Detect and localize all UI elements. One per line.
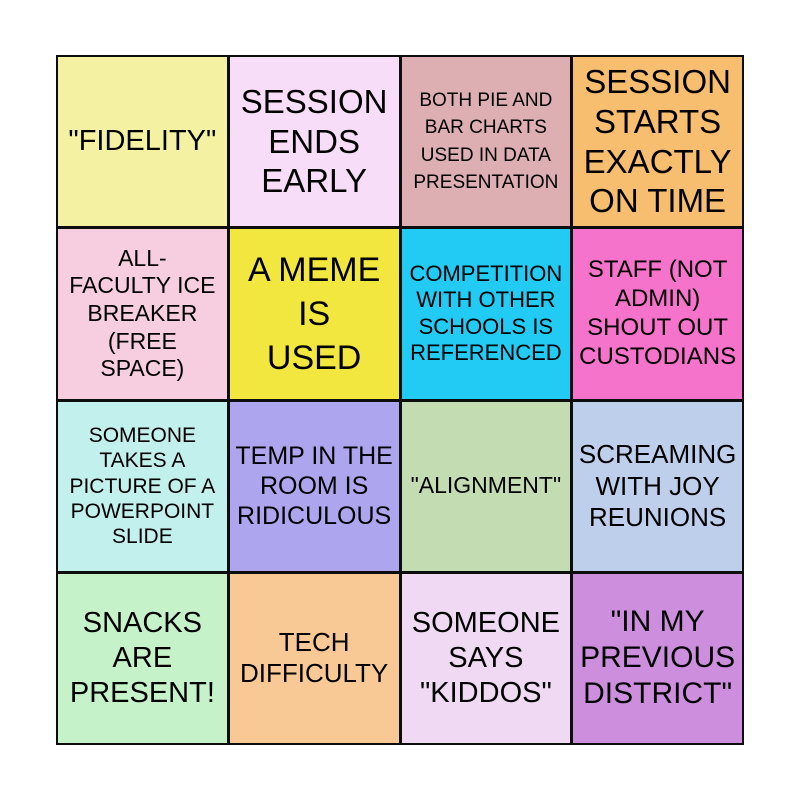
cell-label: "IN MY PREVIOUS DISTRICT" [580, 605, 736, 711]
bingo-cell-r4c4[interactable]: "IN MY PREVIOUS DISTRICT" [573, 573, 742, 743]
bingo-cell-r3c3[interactable]: "ALIGNMENT" [401, 401, 571, 571]
bingo-cell-r4c1[interactable]: SNACKS ARE PRESENT! [58, 573, 227, 743]
bingo-cell-r2c4[interactable]: STAFF (NOT ADMIN) SHOUT OUT CUSTODIANS [573, 229, 742, 399]
bingo-cell-r2c3[interactable]: COMPETITION WITH OTHER SCHOOLS IS REFERE… [401, 229, 571, 399]
bingo-cell-r4c2[interactable]: TECH DIFFICULTY [229, 573, 399, 743]
cell-label: A MEME IS USED [248, 250, 381, 377]
bingo-cell-r4c3[interactable]: SOMEONE SAYS "KIDDOS" [401, 573, 571, 743]
bingo-cell-r1c2[interactable]: SESSION ENDS EARLY [229, 57, 399, 227]
cell-label: SOMEONE TAKES A PICTURE OF A POWERPOINT … [69, 424, 216, 548]
cell-label: "ALIGNMENT" [410, 472, 562, 499]
bingo-cell-r3c4[interactable]: SCREAMING WITH JOY REUNIONS [573, 401, 742, 571]
cell-label: COMPETITION WITH OTHER SCHOOLS IS REFERE… [409, 261, 563, 366]
bingo-cell-r3c1[interactable]: SOMEONE TAKES A PICTURE OF A POWERPOINT … [58, 401, 227, 571]
bingo-cell-r1c1[interactable]: "FIDELITY" [58, 57, 227, 227]
cell-label: ALL- FACULTY ICE BREAKER (FREE SPACE) [69, 244, 216, 382]
cell-label: SCREAMING WITH JOY REUNIONS [578, 439, 737, 532]
cell-label: STAFF (NOT ADMIN) SHOUT OUT CUSTODIANS [579, 256, 737, 370]
bingo-cell-r3c2[interactable]: TEMP IN THE ROOM IS RIDICULOUS [229, 401, 399, 571]
bingo-cell-r1c4[interactable]: SESSION STARTS EXACTLY ON TIME [573, 57, 742, 227]
cell-label: BOTH PIE AND BAR CHARTS USED IN DATA PRE… [413, 89, 559, 194]
cell-label: "FIDELITY" [68, 125, 217, 158]
bingo-cell-r1c3[interactable]: BOTH PIE AND BAR CHARTS USED IN DATA PRE… [401, 57, 571, 227]
cell-label: SESSION STARTS EXACTLY ON TIME [583, 63, 732, 220]
bingo-cell-r2c2[interactable]: A MEME IS USED [229, 229, 399, 399]
bingo-card: "FIDELITY" SESSION ENDS EARLY BOTH PIE A… [56, 55, 744, 745]
cell-label: TEMP IN THE ROOM IS RIDICULOUS [235, 442, 393, 531]
cell-label: SNACKS ARE PRESENT! [69, 607, 215, 709]
cell-label: TECH DIFFICULTY [239, 627, 389, 689]
cell-label: SOMEONE SAYS "KIDDOS" [411, 607, 560, 709]
bingo-cell-r2c1[interactable]: ALL- FACULTY ICE BREAKER (FREE SPACE) [58, 229, 227, 399]
cell-label: SESSION ENDS EARLY [240, 83, 388, 200]
